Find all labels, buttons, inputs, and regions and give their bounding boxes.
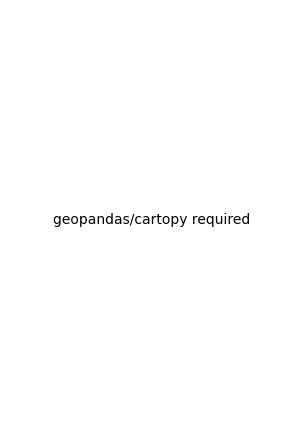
Text: geopandas/cartopy required: geopandas/cartopy required <box>54 213 250 227</box>
